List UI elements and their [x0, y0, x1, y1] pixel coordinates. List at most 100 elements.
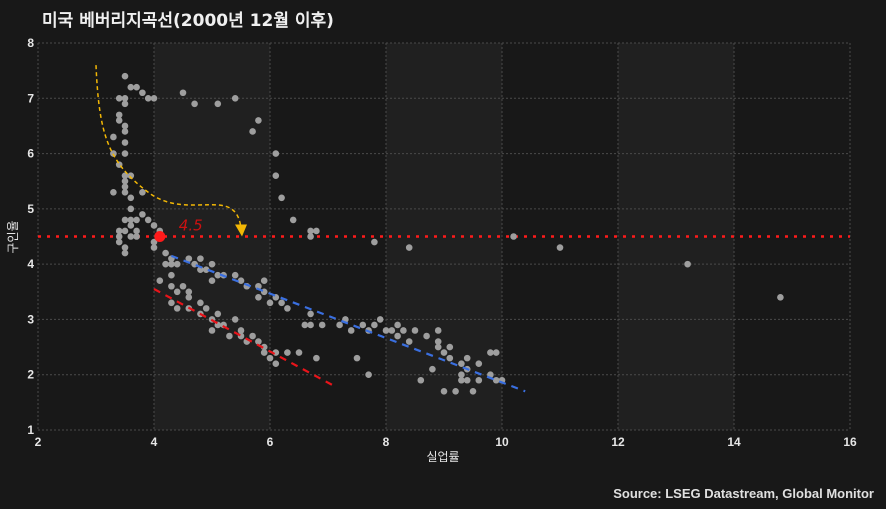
y-tick-label: 8 [27, 36, 34, 50]
data-point [115, 233, 123, 240]
data-point [127, 233, 135, 240]
data-point [336, 321, 343, 329]
data-point [214, 310, 222, 318]
data-point [237, 277, 245, 285]
data-point [121, 100, 129, 108]
data-point [313, 227, 320, 235]
data-point [139, 211, 146, 218]
x-tick-label: 8 [383, 435, 390, 449]
data-point [313, 354, 320, 362]
data-point [202, 266, 210, 273]
data-point [266, 299, 274, 307]
data-point [121, 139, 129, 146]
data-point [266, 354, 274, 362]
x-axis-label: 실업률 [426, 450, 459, 464]
data-point [185, 294, 193, 301]
data-point [121, 244, 129, 251]
data-point [121, 122, 129, 130]
data-point [423, 332, 430, 340]
data-point [127, 216, 135, 224]
data-point [487, 349, 494, 356]
data-point [255, 294, 262, 301]
data-point [475, 376, 483, 384]
data-point [110, 133, 117, 141]
data-point [371, 238, 378, 246]
data-point [214, 100, 222, 108]
data-point [127, 172, 135, 179]
data-point [556, 244, 564, 251]
data-point [278, 299, 285, 307]
data-point [284, 305, 291, 312]
data-point [237, 327, 245, 334]
chart-title: 미국 베버리지곡선(2000년 12월 이후) [42, 11, 334, 31]
data-point [150, 238, 158, 246]
data-point [307, 310, 314, 318]
data-point [168, 260, 175, 268]
shaded-band [618, 43, 734, 430]
data-point [376, 316, 384, 323]
data-point [162, 249, 169, 257]
y-tick-label: 3 [27, 312, 34, 326]
data-point [208, 277, 216, 285]
data-point [150, 244, 158, 251]
data-point [133, 216, 140, 224]
data-point [272, 360, 280, 367]
data-point [371, 321, 378, 329]
data-point [144, 94, 152, 102]
data-point [121, 183, 129, 191]
x-tick-label: 14 [727, 435, 741, 449]
data-point [405, 338, 413, 345]
data-point [121, 150, 129, 157]
data-point [127, 205, 135, 213]
y-tick-label: 4 [27, 257, 34, 271]
data-point [185, 288, 193, 296]
data-point [458, 371, 465, 379]
data-point [127, 83, 135, 91]
upper-fit-line [171, 254, 526, 393]
data-point [295, 349, 303, 356]
data-point [458, 376, 465, 384]
data-point [307, 233, 314, 240]
annotation-arrow-curve [95, 65, 242, 229]
data-point [249, 332, 256, 340]
data-point [168, 282, 175, 290]
data-point [208, 260, 216, 268]
data-point [446, 343, 454, 351]
x-tick-label: 4 [151, 435, 158, 449]
data-point [458, 360, 465, 367]
data-point [150, 94, 158, 102]
data-point [231, 94, 239, 102]
data-point [510, 233, 517, 240]
fit-lines [153, 254, 526, 393]
data-point [197, 299, 204, 307]
data-point [429, 365, 436, 373]
data-point [173, 305, 181, 312]
data-point [307, 321, 314, 329]
data-point [684, 260, 691, 268]
y-tick-label: 5 [27, 202, 34, 216]
data-point [162, 260, 169, 268]
data-point [469, 388, 477, 395]
data-point [115, 227, 123, 235]
data-point [197, 255, 204, 262]
data-point [777, 294, 784, 301]
data-point [255, 117, 262, 124]
data-point [144, 216, 152, 224]
y-axis-label: 구인율 [6, 220, 20, 253]
y-tick-label: 2 [27, 368, 34, 382]
data-point [202, 305, 210, 312]
x-tick-label: 16 [843, 435, 857, 449]
data-point [231, 316, 239, 323]
data-point [185, 255, 193, 262]
data-point [260, 349, 268, 356]
data-point [440, 349, 448, 356]
highlight-label: 4.5 [179, 217, 203, 235]
data-point [272, 150, 280, 157]
data-point [121, 94, 129, 102]
y-tick-label: 6 [27, 147, 34, 161]
data-point [382, 327, 390, 334]
data-point [284, 349, 291, 356]
data-point [121, 177, 129, 185]
